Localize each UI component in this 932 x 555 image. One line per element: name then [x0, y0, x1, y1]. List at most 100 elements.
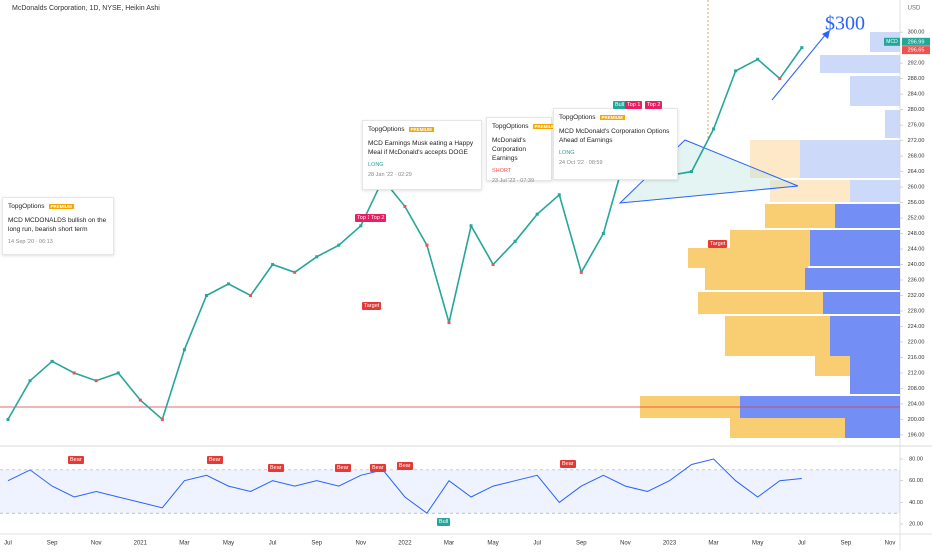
signal-marker: Top 1 — [625, 101, 643, 109]
x-tick-label: 2022 — [398, 541, 412, 547]
x-tick-label: 2023 — [663, 541, 677, 547]
price-point — [50, 359, 54, 363]
price-point — [712, 127, 716, 131]
price-point — [182, 348, 186, 352]
card-text: MCD Earnings Musk eating a Happy Meal if… — [368, 140, 474, 156]
y-tick-label: 300.00 — [908, 30, 925, 36]
y-tick-label: 236.00 — [908, 277, 925, 283]
x-tick-label: Nov — [620, 541, 631, 547]
signal-marker: Bear — [397, 462, 413, 470]
signal-marker: Bear — [370, 464, 386, 472]
symbol-tag-label: MCD — [886, 39, 898, 45]
x-tick-label: Sep — [841, 541, 852, 547]
y-tick-label: 244.00 — [908, 246, 925, 252]
price-point — [535, 212, 539, 216]
y-tick-label: 276.00 — [908, 123, 925, 129]
price-point — [491, 263, 495, 267]
x-tick-label: Sep — [47, 541, 58, 547]
x-tick-label: Jul — [798, 541, 806, 547]
y-tick-label: 252.00 — [908, 215, 925, 221]
price-point — [204, 294, 208, 298]
card-header: TopgOptions PREMIUM — [492, 123, 558, 130]
card-brand: TopgOptions — [492, 123, 529, 130]
y-tick-label: 272.00 — [908, 138, 925, 144]
card-badge: PREMIUM — [48, 204, 74, 209]
card-badge: PREMIUM — [532, 124, 558, 129]
card-text: McDonald's Corporation Earnings — [492, 137, 526, 162]
price-point — [94, 379, 98, 383]
signal-marker: Bull — [613, 101, 627, 109]
card-header: TopgOptions PREMIUM — [368, 126, 476, 133]
y-tick-label: 220.00 — [908, 339, 925, 345]
card-text: MCD McDonald's Corporation Options Ahead… — [559, 128, 670, 144]
price-point — [315, 255, 319, 259]
card-time: 24 Oct '22 · 08:59 — [559, 160, 603, 166]
y-tick-label: 260.00 — [908, 185, 925, 191]
y-tick-label: 216.00 — [908, 355, 925, 361]
volume-profile — [640, 32, 900, 438]
price-point — [138, 398, 142, 402]
price-point — [227, 282, 230, 286]
signal-marker: Bear — [207, 456, 223, 464]
price-point — [756, 57, 760, 61]
chart-title: McDonalds Corporation, 1D, NYSE, Heikin … — [12, 5, 160, 12]
price-point — [690, 170, 694, 174]
price-tag — [902, 37, 930, 46]
y-tick-label: 248.00 — [908, 231, 925, 237]
price-point — [513, 239, 517, 243]
x-tick-label: Mar — [708, 541, 718, 547]
currency-label: USD — [908, 6, 921, 12]
x-tick-label: Nov — [885, 541, 896, 547]
signal-marker: Target — [708, 240, 728, 248]
y-tick-label: 288.00 — [908, 76, 925, 82]
card-brand: TopgOptions — [559, 114, 596, 121]
price-point — [557, 193, 561, 197]
price-point — [359, 224, 363, 228]
x-tick-label: Jul — [533, 541, 541, 547]
x-tick-label: 2021 — [134, 541, 148, 547]
price-point — [447, 321, 451, 325]
x-tick-label: Nov — [355, 541, 366, 547]
price-point — [425, 243, 429, 247]
card-brand: TopgOptions — [368, 126, 405, 133]
card-direction: SHORT — [492, 168, 512, 174]
signal-marker: Bear — [560, 460, 576, 468]
price-point — [601, 232, 605, 236]
signal-marker: Bear — [268, 464, 284, 472]
price-tag — [902, 46, 930, 55]
price-point — [271, 263, 275, 267]
price-point — [116, 371, 120, 375]
card-direction: LONG — [559, 150, 575, 156]
y-tick-label: 80.00 — [909, 457, 923, 463]
signal-marker: Bear — [335, 464, 351, 472]
signal-marker: Top 2 — [369, 214, 387, 222]
y-tick-label: 232.00 — [908, 293, 925, 299]
x-tick-label: Sep — [576, 541, 587, 547]
trend-arrow — [771, 33, 827, 101]
x-tick-label: Sep — [311, 541, 322, 547]
arrow-head — [822, 30, 830, 39]
y-tick-label: 200.00 — [908, 417, 925, 423]
price-point — [249, 294, 253, 298]
price-point — [579, 270, 583, 274]
rsi-line — [7, 458, 802, 514]
x-tick-label: Mar — [179, 541, 189, 547]
target-label: $300 — [825, 13, 865, 35]
y-tick-label: 268.00 — [908, 154, 925, 160]
x-tick-label: Nov — [91, 541, 102, 547]
x-tick-label: May — [752, 541, 763, 547]
price-point — [778, 77, 782, 81]
y-tick-label: 40.00 — [909, 500, 923, 506]
y-tick-label: 20.00 — [909, 521, 923, 527]
x-tick-label: Mar — [444, 541, 454, 547]
y-tick-label: 256.00 — [908, 200, 925, 206]
plot-area — [0, 0, 900, 446]
y-tick-label: 228.00 — [908, 308, 925, 314]
y-tick-label: 292.00 — [908, 61, 925, 67]
price-point — [734, 69, 738, 73]
price-point — [293, 270, 297, 274]
x-tick-label: May — [223, 541, 234, 547]
idea-card: TopgOptions PREMIUM McDonald's Corporation… — [486, 117, 558, 184]
